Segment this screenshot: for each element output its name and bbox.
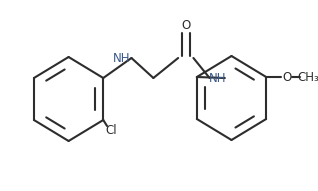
Text: CH₃: CH₃ — [297, 70, 318, 83]
Text: NH: NH — [113, 52, 131, 65]
Text: O: O — [181, 19, 190, 32]
Text: Cl: Cl — [105, 124, 117, 137]
Text: O: O — [282, 70, 292, 83]
Text: NH: NH — [209, 71, 226, 84]
